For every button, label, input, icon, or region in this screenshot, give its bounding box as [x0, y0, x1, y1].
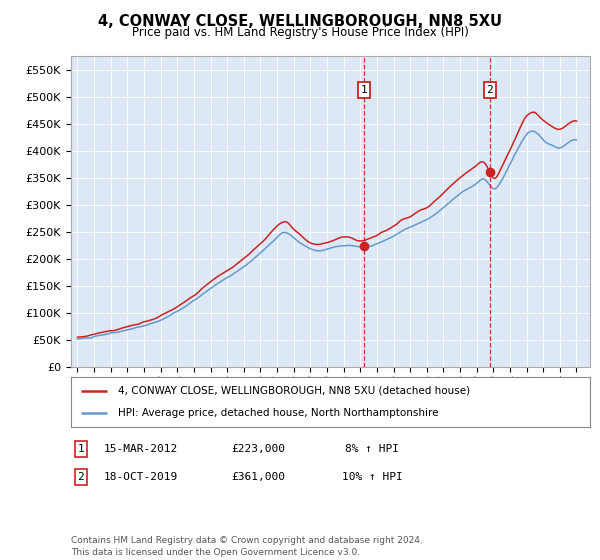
Text: £223,000: £223,000	[231, 444, 285, 454]
Text: HPI: Average price, detached house, North Northamptonshire: HPI: Average price, detached house, Nort…	[118, 408, 438, 418]
Text: 2: 2	[487, 85, 493, 95]
Text: Price paid vs. HM Land Registry's House Price Index (HPI): Price paid vs. HM Land Registry's House …	[131, 26, 469, 39]
Text: 15-MAR-2012: 15-MAR-2012	[104, 444, 178, 454]
Text: 1: 1	[77, 444, 85, 454]
Text: 4, CONWAY CLOSE, WELLINGBOROUGH, NN8 5XU (detached house): 4, CONWAY CLOSE, WELLINGBOROUGH, NN8 5XU…	[118, 386, 470, 396]
Text: £361,000: £361,000	[231, 472, 285, 482]
Text: 10% ↑ HPI: 10% ↑ HPI	[341, 472, 403, 482]
Text: 4, CONWAY CLOSE, WELLINGBOROUGH, NN8 5XU: 4, CONWAY CLOSE, WELLINGBOROUGH, NN8 5XU	[98, 14, 502, 29]
Text: Contains HM Land Registry data © Crown copyright and database right 2024.
This d: Contains HM Land Registry data © Crown c…	[71, 536, 422, 557]
Text: 8% ↑ HPI: 8% ↑ HPI	[345, 444, 399, 454]
Text: 1: 1	[361, 85, 367, 95]
Text: 18-OCT-2019: 18-OCT-2019	[104, 472, 178, 482]
Text: 2: 2	[77, 472, 85, 482]
